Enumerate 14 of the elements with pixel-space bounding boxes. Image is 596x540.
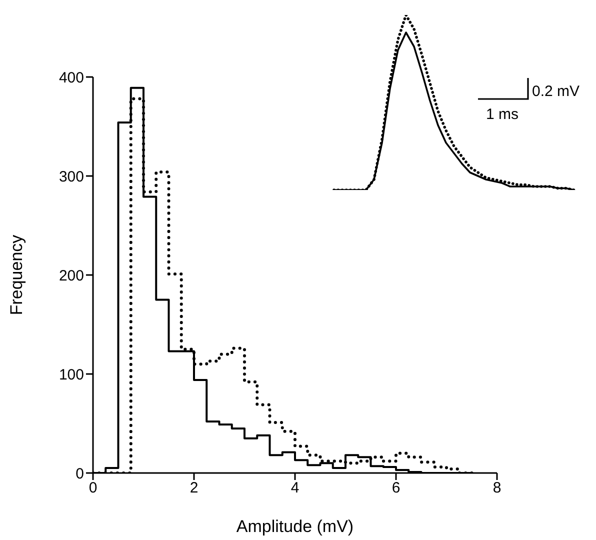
x-tick-label: 6 [392, 480, 400, 497]
annotation: 1 ms [486, 106, 519, 123]
y-tick-label: 0 [76, 465, 84, 482]
x-axis-title: Amplitude (mV) [236, 517, 354, 536]
y-tick-label: 200 [58, 267, 84, 284]
y-tick-label: 100 [58, 366, 84, 384]
x-tick-label: 8 [492, 480, 502, 497]
x-tick-label: 0 [88, 480, 98, 497]
x-tick-label: 2 [190, 480, 198, 497]
y-tick-label: 300 [58, 168, 84, 186]
annotation: 0.2 mV [532, 83, 580, 100]
y-axis-title: Frequency [7, 234, 26, 316]
y-tick-label: 400 [58, 69, 84, 86]
x-tick-label: 4 [290, 480, 300, 497]
